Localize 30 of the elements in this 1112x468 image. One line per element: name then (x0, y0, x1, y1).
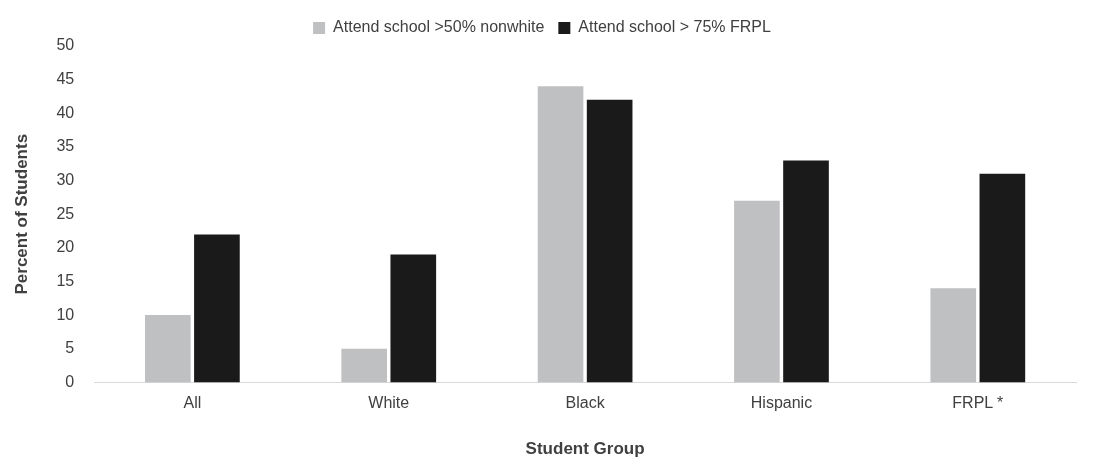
bar (341, 348, 388, 383)
bar (586, 99, 633, 383)
x-tick-label: Black (565, 394, 606, 412)
x-tick-label: All (183, 394, 202, 412)
y-tick-label: 5 (65, 339, 75, 357)
y-tick-label: 40 (56, 103, 75, 121)
x-tick-label: FRPL * (952, 394, 1004, 412)
bar (194, 234, 240, 383)
bar (783, 160, 829, 383)
bar (979, 173, 1026, 383)
y-tick-label: 20 (56, 238, 75, 256)
legend-label: Attend school >50% nonwhite (333, 18, 545, 36)
y-tick-label: 45 (56, 70, 75, 88)
y-tick-label: 25 (56, 204, 75, 222)
x-tick-label: White (368, 394, 410, 412)
y-tick-label: 50 (56, 36, 75, 54)
y-tick-label: 0 (65, 372, 75, 390)
y-tick-label: 30 (56, 170, 75, 188)
y-tick-label: 10 (56, 305, 75, 323)
bar (390, 254, 437, 383)
y-tick-label: 35 (56, 137, 75, 155)
bar (734, 200, 780, 383)
legend-label: Attend school > 75% FRPL (578, 18, 772, 36)
x-axis-title: Student Group (525, 439, 645, 459)
bar (145, 315, 191, 383)
bar (537, 86, 584, 383)
x-tick-label: Hispanic (750, 394, 813, 412)
y-axis-title: Percent of Students (11, 133, 31, 295)
y-tick-label: 15 (56, 271, 75, 289)
bar (930, 288, 977, 383)
